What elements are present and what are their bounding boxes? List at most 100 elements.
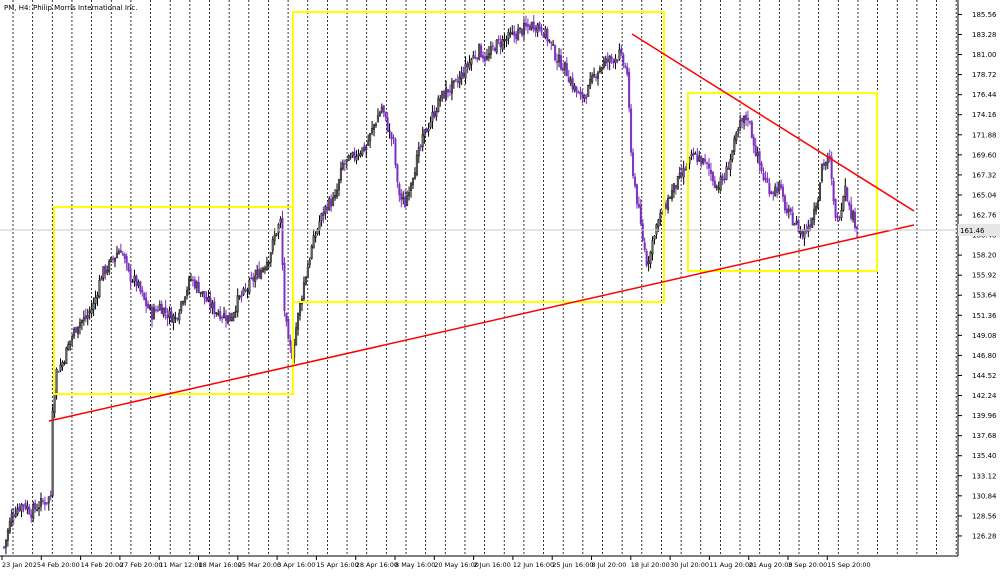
price-bar — [425, 127, 428, 133]
price-bar — [480, 43, 483, 58]
price-bar — [491, 41, 494, 51]
price-bar — [67, 341, 70, 351]
price-bar — [180, 300, 183, 314]
price-bar — [612, 58, 615, 69]
price-bar — [114, 257, 117, 268]
price-bar — [645, 248, 648, 268]
price-tick-label: 153.64 — [972, 292, 997, 300]
price-bar — [669, 195, 672, 199]
price-bar — [131, 279, 134, 284]
range-box-2[interactable] — [292, 11, 665, 303]
price-bar — [415, 150, 418, 177]
price-bar — [230, 312, 233, 322]
price-bar — [172, 313, 175, 331]
price-bar — [781, 183, 784, 202]
time-tick-label: 11 Aug 20:00 — [709, 561, 753, 569]
price-bar — [497, 35, 500, 45]
price-bar — [61, 360, 64, 371]
price-bar — [723, 172, 726, 184]
price-bar — [421, 126, 424, 152]
price-bar — [306, 262, 309, 279]
price-bar — [727, 161, 730, 170]
price-bar — [215, 311, 218, 317]
price-bar — [836, 212, 839, 222]
price-bar — [158, 300, 161, 311]
price-bar — [482, 51, 485, 63]
price-bar — [521, 28, 524, 38]
price-bar — [735, 131, 738, 145]
resistance-trendline[interactable] — [631, 33, 915, 212]
price-bar — [581, 89, 584, 104]
price-bar — [359, 150, 362, 158]
price-bar — [308, 257, 311, 269]
price-bar — [641, 218, 644, 243]
price-bar — [575, 86, 578, 98]
price-bar — [186, 286, 189, 300]
price-bar — [40, 492, 43, 512]
price-bar — [466, 60, 469, 74]
price-bar — [744, 111, 747, 127]
range-boxes — [53, 11, 878, 395]
price-bar — [844, 178, 847, 202]
price-bar — [145, 291, 148, 313]
price-bar — [815, 202, 818, 215]
price-bar — [789, 207, 792, 216]
price-bar — [152, 303, 155, 320]
price-bar — [316, 227, 319, 236]
price-bar — [628, 68, 631, 113]
price-bar — [112, 255, 115, 264]
price-bar — [36, 503, 39, 512]
price-bar — [139, 280, 142, 295]
price-bar — [41, 497, 44, 505]
price-bar — [635, 183, 638, 209]
price-bar — [577, 90, 580, 94]
price-bar — [791, 206, 794, 226]
price-bar — [558, 47, 561, 68]
price-bar — [458, 71, 461, 89]
range-box-3[interactable] — [687, 92, 878, 272]
price-bar — [8, 517, 11, 534]
price-bar — [133, 269, 136, 287]
price-bar — [680, 165, 683, 180]
price-bar — [474, 50, 477, 60]
price-bar — [538, 21, 541, 32]
price-bar — [721, 173, 724, 185]
support-trendline[interactable] — [48, 224, 915, 422]
price-bar — [476, 56, 479, 63]
price-bar — [398, 181, 401, 202]
price-bar — [774, 183, 777, 197]
price-bar — [462, 66, 465, 79]
current-price-label: 161.46 — [960, 227, 985, 235]
price-bar — [542, 33, 545, 38]
price-bar — [47, 496, 50, 511]
price-bar — [371, 120, 374, 136]
price-bar — [10, 508, 13, 527]
time-tick-label: 3 Apr 16:00 — [277, 561, 315, 569]
price-bar — [217, 309, 220, 317]
price-bar — [840, 202, 843, 221]
price-bar — [154, 305, 157, 313]
price-tick-label: 130.84 — [972, 492, 997, 500]
price-bar — [682, 160, 685, 185]
price-bar — [341, 159, 344, 171]
price-bar — [452, 80, 455, 89]
price-bar — [630, 104, 633, 157]
price-bar — [246, 287, 249, 299]
price-bar — [665, 199, 668, 210]
price-bar — [447, 89, 450, 98]
price-bar — [357, 149, 360, 161]
price-bar — [758, 150, 761, 172]
price-bar — [267, 261, 270, 269]
price-bar — [209, 290, 212, 314]
price-bar — [649, 250, 652, 269]
price-bar — [505, 35, 508, 48]
price-bar — [717, 181, 720, 194]
price-bar — [822, 159, 825, 171]
price-bar — [410, 181, 413, 198]
price-bar — [203, 291, 206, 305]
price-bar — [38, 501, 41, 517]
price-bar — [322, 206, 325, 224]
price-bar — [807, 219, 810, 238]
